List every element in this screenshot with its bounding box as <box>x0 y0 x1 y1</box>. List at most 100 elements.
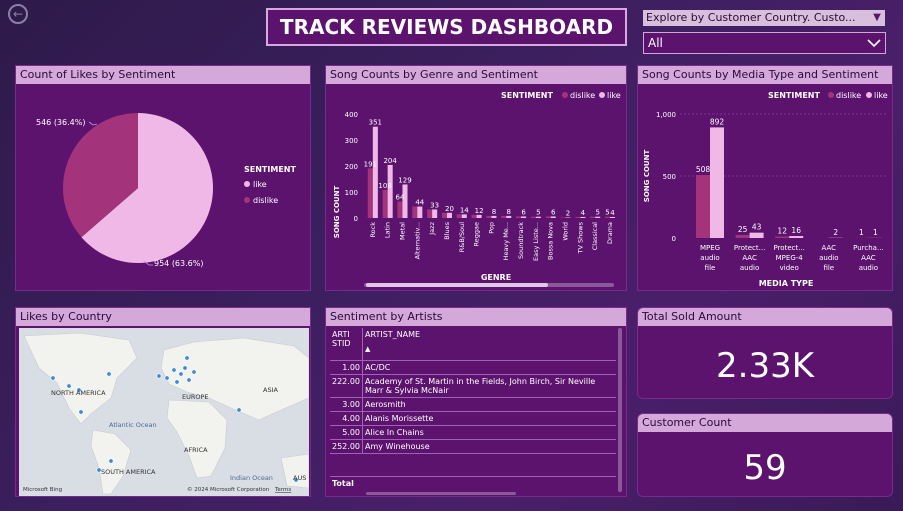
table-row[interactable]: 4.00 Alanis Morissette <box>330 411 616 426</box>
country-point[interactable] <box>96 467 102 473</box>
world-map[interactable]: NORTH AMERICA EUROPE ASIA Atlantic Ocean… <box>19 328 309 496</box>
country-point[interactable] <box>78 409 84 415</box>
bar-like[interactable] <box>710 127 724 238</box>
bar-dislike[interactable] <box>471 214 477 218</box>
artist-id: 222.00 <box>330 374 363 398</box>
africa-shape <box>166 399 228 479</box>
horizontal-scrollbar[interactable] <box>366 492 516 495</box>
country-point[interactable] <box>174 379 180 385</box>
bar-dislike[interactable] <box>456 214 462 218</box>
vertical-scrollbar[interactable] <box>618 328 622 492</box>
slicer-selected-value: All <box>648 36 663 50</box>
bar-like[interactable] <box>491 215 497 218</box>
bar-dislike[interactable] <box>441 212 447 218</box>
bar-dislike[interactable] <box>775 236 790 238</box>
bar-dislike[interactable] <box>516 216 522 218</box>
column-header-artistid[interactable]: ARTI STID <box>330 328 363 361</box>
pie-chart: 546 (36.4%) 954 (63.6%) SENTIMENT like d… <box>36 113 296 268</box>
bar-like[interactable] <box>521 216 527 218</box>
bar-dislike[interactable] <box>397 201 403 218</box>
bar-like[interactable] <box>535 216 541 218</box>
chevron-down-icon[interactable]: ▼ <box>873 12 881 23</box>
bar-like[interactable] <box>506 215 512 218</box>
country-point[interactable] <box>50 375 56 381</box>
table-row[interactable]: 1.00 AC/DC <box>330 360 616 375</box>
bar-like[interactable] <box>789 236 804 238</box>
column-header-label: ARTIST_NAME <box>365 330 421 339</box>
bar-dislike[interactable] <box>382 189 388 218</box>
bar-like[interactable] <box>580 216 586 218</box>
x-tick-label: Heavy Me... <box>502 222 510 260</box>
country-point[interactable] <box>293 477 299 483</box>
bar-dislike[interactable] <box>501 215 507 218</box>
bar-like[interactable] <box>432 209 438 218</box>
bar-like[interactable] <box>446 212 452 218</box>
y-tick: 200 <box>345 163 358 171</box>
bar-dislike[interactable] <box>367 168 373 218</box>
bar-dislike[interactable] <box>560 217 566 218</box>
bar-like[interactable] <box>749 232 764 238</box>
country-point[interactable] <box>76 387 82 393</box>
country-slicer-dropdown[interactable]: All <box>643 32 886 54</box>
country-point[interactable] <box>178 371 184 377</box>
bar-dislike[interactable] <box>545 216 551 218</box>
bar-dislike[interactable] <box>486 215 492 218</box>
bar-dislike[interactable] <box>604 216 610 218</box>
country-point[interactable] <box>171 367 177 373</box>
country-point[interactable] <box>182 365 188 371</box>
bar-dislike[interactable] <box>427 209 433 218</box>
bar-like[interactable] <box>609 216 616 218</box>
media-chart-panel: Song Counts by Media Type and Sentiment … <box>637 65 893 291</box>
map-label-asia: ASIA <box>263 386 278 394</box>
column-header-artist-name[interactable]: ARTIST_NAME ▲ <box>362 328 616 361</box>
panel-title: Song Counts by Media Type and Sentiment <box>638 66 892 84</box>
table-row[interactable]: 222.00 Academy of St. Martin in the Field… <box>330 374 616 398</box>
country-point[interactable] <box>164 375 170 381</box>
bar-dislike[interactable] <box>412 206 418 218</box>
bar-like[interactable] <box>417 206 423 218</box>
country-point[interactable] <box>106 371 112 377</box>
country-point[interactable] <box>66 383 72 389</box>
table-row[interactable]: 252.00 Amy Winehouse <box>330 439 616 454</box>
map-terms-link[interactable]: Terms <box>274 487 291 493</box>
panel-title: Sentiment by Artists <box>326 308 626 326</box>
bar-like[interactable] <box>402 184 408 218</box>
pie-slice-dislike[interactable] <box>62 113 138 238</box>
bar-like[interactable] <box>565 217 571 218</box>
back-arrow-icon[interactable]: ← <box>8 4 28 24</box>
legend-like-label: like <box>607 91 621 100</box>
sort-ascending-icon[interactable]: ▲ <box>365 345 371 353</box>
map-panel: Likes by Country <box>15 307 311 497</box>
pie-slice-like[interactable] <box>81 113 213 263</box>
y-tick: 0 <box>672 235 676 243</box>
bar-dislike[interactable] <box>590 216 596 218</box>
country-point[interactable] <box>191 369 197 375</box>
bar-like[interactable] <box>461 214 467 218</box>
bar-like[interactable] <box>550 216 556 218</box>
legend-like-dot <box>599 92 605 98</box>
bar-dislike[interactable] <box>735 234 750 238</box>
pie-label-like: 954 (63.6%) <box>154 259 203 268</box>
bar-like[interactable] <box>595 216 601 218</box>
country-point[interactable] <box>184 355 190 361</box>
country-point[interactable] <box>236 407 242 413</box>
country-point[interactable] <box>108 458 114 464</box>
x-tick-label: MPEG <box>700 244 720 252</box>
bar-dislike[interactable] <box>575 216 581 218</box>
x-tick-label: Bossa Nova <box>547 222 555 260</box>
bar-dislike[interactable] <box>530 216 536 218</box>
table-row[interactable]: 3.00 Aerosmith <box>330 397 616 412</box>
scrollbar-thumb[interactable] <box>366 283 548 287</box>
data-label: 5 <box>536 209 540 217</box>
bar-like[interactable] <box>372 126 378 218</box>
data-label: 25 <box>738 225 748 234</box>
country-point[interactable] <box>186 377 192 383</box>
country-point[interactable] <box>156 373 162 379</box>
bar-dislike[interactable] <box>696 175 710 238</box>
x-tick-label: video <box>780 264 799 272</box>
bar-like[interactable] <box>387 164 393 218</box>
media-xlabel: MEDIA TYPE <box>759 279 814 288</box>
table-row[interactable]: 5.00 Alice In Chains <box>330 425 616 440</box>
legend-dislike-dot <box>244 197 250 203</box>
bar-like[interactable] <box>476 214 482 218</box>
